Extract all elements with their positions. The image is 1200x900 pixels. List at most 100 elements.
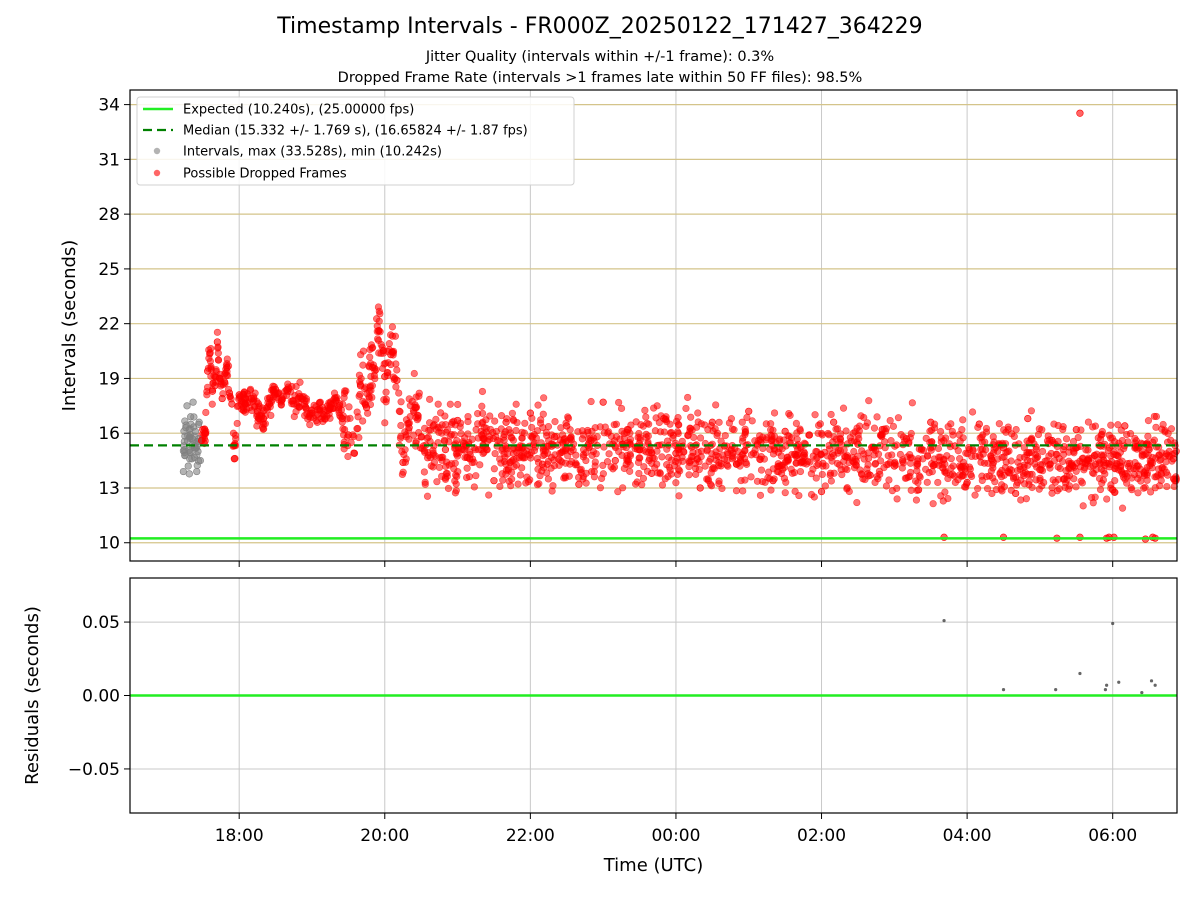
intervals-plot-frame [129,89,1178,562]
dropped-frame-point [596,423,604,431]
dropped-frame-point [974,484,982,493]
interval-point [179,467,187,476]
dropped-frame-point [639,474,648,483]
dropped-frame-point [1099,451,1108,459]
dropped-frame-point [694,409,702,417]
dropped-frame-point [284,387,292,395]
dropped-frame-point [944,423,952,431]
dropped-frame-point [1062,435,1071,443]
dropped-frame-point [672,449,680,457]
dropped-frame-point [1114,421,1122,429]
legend-dropped-swatch [153,169,161,177]
dropped-frame-point [1078,479,1086,487]
dropped-frame-point [955,462,964,470]
dropped-frame-point [491,449,499,458]
dropped-frame-point [1027,435,1035,444]
residual-point [1001,688,1006,692]
dropped-frame-point [302,404,310,412]
dropped-frame-point [326,404,334,412]
dropped-frame-point [1084,446,1092,454]
dropped-frame-point [863,419,871,427]
dropped-frame-point [1164,471,1172,479]
dropped-frame-point [454,400,462,409]
dropped-frame-point [767,486,775,494]
dropped-frame-point [233,419,241,428]
top-ytick-label: 25 [98,260,120,280]
dropped-frame-point [561,474,570,482]
dropped-frame-point [441,412,449,420]
residual-point [1111,621,1115,626]
dropped-frame-point [997,473,1006,481]
interval-point [187,420,195,428]
dropped-frame-point [497,412,506,420]
dropped-frame-point [496,482,504,491]
dropped-frame-point [817,488,826,496]
dropped-frame-point [405,395,413,403]
dropped-frame-point [397,432,405,440]
dropped-frame-point [536,419,545,427]
dropped-frame-point [1118,504,1127,512]
dropped-frame-point [247,394,255,403]
dropped-frame-point [441,446,450,454]
dropped-frame-point [1146,488,1155,496]
dropped-frame-point [658,481,667,489]
dropped-frame-point [1152,412,1161,421]
dropped-frame-point [335,406,343,414]
dropped-frame-point [982,424,991,433]
dropped-frame-point [365,387,373,395]
dropped-frame-point [411,404,419,412]
dropped-frame-point [642,433,650,441]
dropped-frame-point [656,469,664,477]
dropped-frame-point [1133,462,1141,470]
dropped-frame-point [923,478,931,486]
interval-point [184,432,192,440]
dropped-frame-point [338,415,346,423]
interval-point [189,398,197,406]
dropped-frame-point [712,401,720,409]
dropped-frame-point [830,469,838,477]
dropped-frame-point [778,469,786,478]
dropped-frame-point [740,447,749,455]
dropped-frame-point [450,465,458,473]
intervals-plot: 10 13 16 19 22 25 28 31 34 Intervals (seconds) Exp… [59,89,1181,567]
dropped-frame-point [1069,462,1077,470]
dropped-frame-point [509,456,518,464]
dropped-frame-point [446,400,454,408]
dropped-frame-point [1038,426,1046,434]
dropped-frame-point [680,448,688,456]
dropped-frame-point [362,404,371,412]
dropped-frame-point [405,435,413,443]
xtick-label: 22:00 [506,826,555,846]
dropped-frame-point [1128,486,1136,494]
dropped-frame-point [505,477,513,485]
dropped-frame-point [512,400,520,408]
dropped-frame-point [596,484,605,492]
dropped-frame-point [1098,430,1106,438]
dropped-frame-point [927,418,935,426]
dropped-frame-point [827,410,835,419]
dropped-frame-point [958,426,966,434]
dropped-frame-point [502,460,510,468]
bottom-ytick-label: −0.05 [68,760,120,780]
dropped-frames-cloud [198,303,1181,512]
dropped-frame-point [848,457,857,465]
dropped-frame-point [375,317,383,325]
dropped-frame-point [890,462,898,470]
dropped-frame-point [316,398,325,406]
dropped-frame-point [230,455,238,463]
dropped-frame-point [833,425,842,433]
dropped-frame-point [267,411,275,420]
dropped-frame-point [398,447,406,456]
dropped-frame-point [388,323,397,331]
dropped-frame-point [1000,483,1008,491]
dropped-frame-point [1140,484,1148,492]
dropped-frame-point [959,471,967,479]
dropped-frame-point [747,451,756,459]
dropped-frame-point [492,433,500,441]
dropped-frame-point [1072,483,1080,491]
dropped-frame-point [482,424,490,432]
dropped-frame-point [982,446,990,454]
dropped-frame-point [971,491,979,499]
dropped-frame-point [635,446,644,454]
dropped-frame-point [1048,436,1056,445]
